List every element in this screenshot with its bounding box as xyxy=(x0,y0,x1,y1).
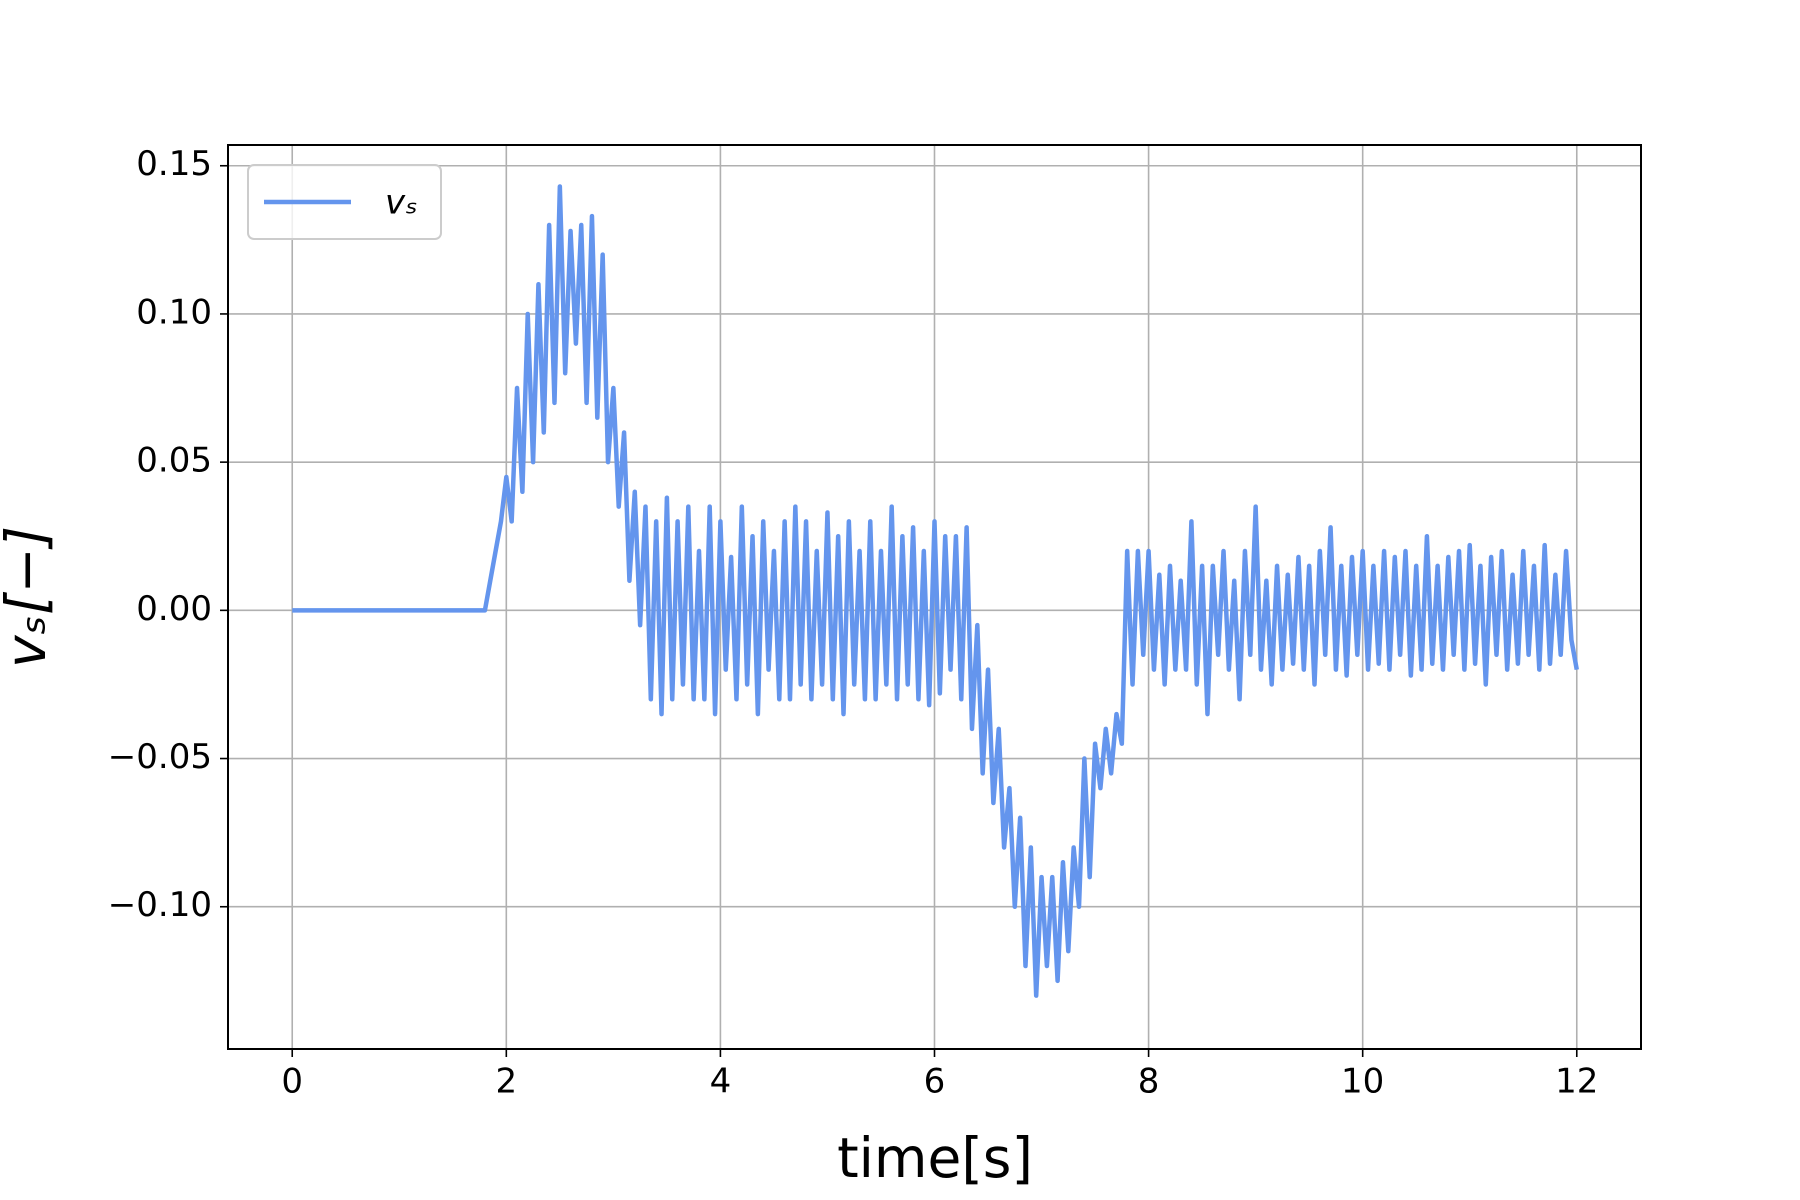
y-tick-label: −0.10 xyxy=(108,885,212,925)
x-tick-label: 6 xyxy=(924,1062,946,1102)
x-tick-label: 8 xyxy=(1138,1062,1160,1102)
x-tick-label: 10 xyxy=(1341,1062,1384,1102)
data-line xyxy=(292,184,1579,998)
y-tick-label: 0.00 xyxy=(136,589,212,629)
legend-label: vₛ xyxy=(385,183,418,223)
x-tick-label: 0 xyxy=(281,1062,303,1102)
legend: vₛ xyxy=(247,164,442,240)
y-tick-label: 0.15 xyxy=(136,144,212,184)
x-tick-label: 12 xyxy=(1555,1062,1598,1102)
y-axis-label: vₛ[−] xyxy=(0,526,58,668)
plot-frame xyxy=(227,144,1642,1050)
y-tick-label: 0.10 xyxy=(136,292,212,332)
x-tick-label: 2 xyxy=(495,1062,517,1102)
x-tick-label: 4 xyxy=(710,1062,732,1102)
y-tick-label: −0.05 xyxy=(108,737,212,777)
x-axis-label: time[s] xyxy=(837,1126,1033,1190)
y-tick-label: 0.05 xyxy=(136,441,212,481)
